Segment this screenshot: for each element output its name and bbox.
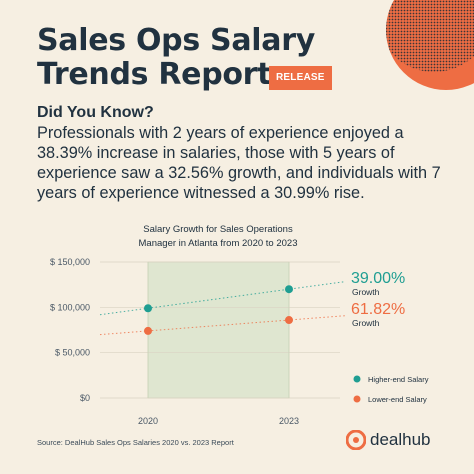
legend-label: Lower-end Salary xyxy=(368,395,427,404)
trend-line-lower xyxy=(99,315,346,336)
growth-label: Growth xyxy=(352,318,380,328)
chart-legend: Higher-end Salary Lower-end Salary xyxy=(353,375,429,404)
source-note: Source: DealHub Sales Ops Salaries 2020 … xyxy=(37,438,234,447)
data-point xyxy=(285,316,293,325)
chart-grid xyxy=(100,261,340,399)
title-line-1: Sales Ops Salary xyxy=(37,23,315,58)
y-tick-label: $ 100,000 xyxy=(50,302,90,312)
chart-labels: $0 $ 50,000 $ 100,000 $ 150,000 2020 2023 39.0… xyxy=(50,257,405,425)
growth-value: 39.00% xyxy=(351,270,405,287)
highlight-region xyxy=(147,261,290,399)
y-tick-label: $0 xyxy=(80,393,90,403)
y-tick-label: $ 50,000 xyxy=(55,348,90,358)
did-you-know-heading: Did You Know? xyxy=(37,104,154,121)
x-tick-label: 2020 xyxy=(138,416,158,425)
chart-marks xyxy=(99,281,346,336)
chart-title-line-1: Salary Growth for Sales Operations xyxy=(143,224,293,235)
chart-title-line-2: Manager in Atlanta from 2020 to 2023 xyxy=(139,238,298,249)
growth-label: Growth xyxy=(352,287,380,297)
dealhub-logo-icon xyxy=(346,430,366,450)
trend-line-higher xyxy=(99,281,346,316)
title-line-2: Trends Report xyxy=(37,57,272,92)
growth-value: 61.82% xyxy=(351,301,405,318)
release-badge: RELEASE xyxy=(269,66,332,90)
legend-marker xyxy=(353,395,361,403)
y-tick-label: $ 150,000 xyxy=(50,257,90,267)
data-point xyxy=(144,304,152,313)
dealhub-logo-text: dealhub xyxy=(370,430,431,449)
legend-marker xyxy=(353,375,361,383)
dealhub-logo[interactable]: dealhub xyxy=(346,430,431,450)
data-point xyxy=(144,326,152,335)
salary-growth-chart: Salary Growth for Sales Operations Manag… xyxy=(50,224,429,425)
intro-paragraph: Professionals with 2 years of experience… xyxy=(37,124,441,202)
x-tick-label: 2023 xyxy=(279,416,299,425)
legend-label: Higher-end Salary xyxy=(368,375,429,384)
decorative-sphere-graphic xyxy=(386,0,474,90)
report-title: Sales Ops Salary Trends Report xyxy=(37,24,315,92)
data-point xyxy=(285,285,293,294)
